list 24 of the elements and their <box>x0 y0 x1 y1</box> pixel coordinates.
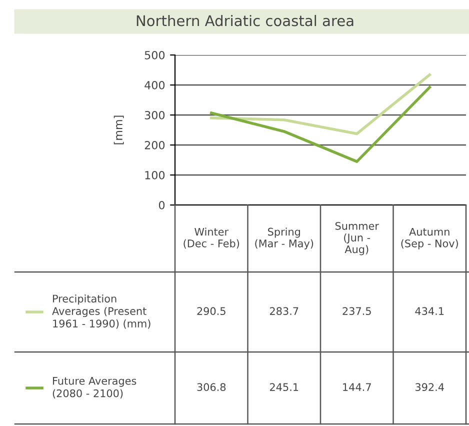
y-tick-label: 0 <box>158 200 165 210</box>
y-tick-label: 500 <box>144 50 165 60</box>
y-tick-label: 300 <box>144 110 165 120</box>
y-tick-label: 100 <box>145 170 165 180</box>
line-series <box>210 86 432 163</box>
y-tick-label: 200 <box>144 140 165 150</box>
data-label: 290.5 <box>197 307 226 316</box>
x-tick-label: Winter (Dec - Feb) <box>184 228 240 249</box>
data-label: 237.5 <box>342 307 371 316</box>
data-label: 283.7 <box>270 307 298 316</box>
data-label: 392.4 <box>416 383 444 392</box>
line-series <box>210 73 432 136</box>
data-label: 306.8 <box>197 383 226 392</box>
y-tick-label: 400 <box>144 80 165 90</box>
chart-title: Northern Adriatic coastal area <box>136 14 354 26</box>
legend-label: Future Averages (2080 - 2100) <box>52 377 136 398</box>
x-tick-label: Autumn (Sep - Nov) <box>401 228 458 250</box>
data-label: 434.1 <box>415 307 444 316</box>
x-tick-label: Spring (Mar - May) <box>255 228 314 250</box>
y-axis-title: [mm] <box>114 116 124 144</box>
data-label: 144.7 <box>343 383 371 391</box>
data-label: 245.1 <box>270 383 298 392</box>
legend-label: Precipitation Averages (Present 1961 - 1990) (mm) <box>52 294 150 329</box>
x-tick-label: Summer (Jun - Aug) <box>335 222 379 256</box>
